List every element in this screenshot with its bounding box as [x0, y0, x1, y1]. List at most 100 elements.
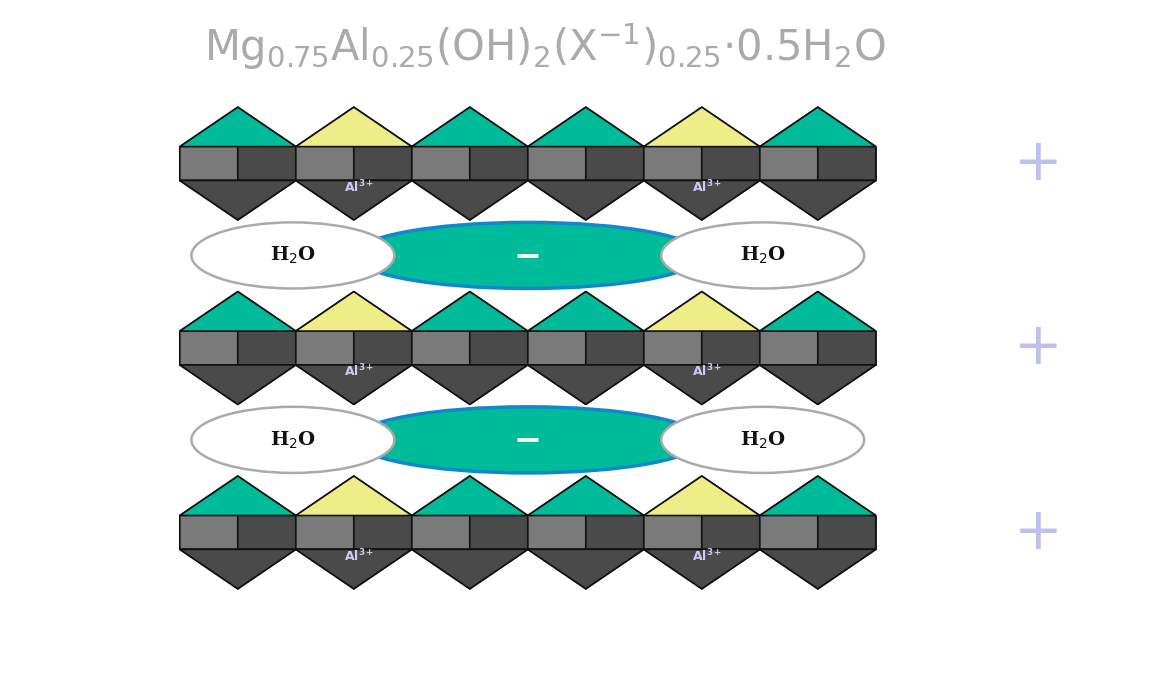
Polygon shape — [644, 107, 760, 147]
Polygon shape — [238, 292, 296, 365]
Polygon shape — [180, 516, 876, 549]
Polygon shape — [644, 107, 702, 180]
Polygon shape — [412, 476, 470, 549]
Polygon shape — [180, 549, 238, 589]
Polygon shape — [702, 107, 760, 180]
Polygon shape — [818, 549, 876, 589]
Polygon shape — [296, 292, 354, 365]
Polygon shape — [238, 107, 296, 180]
Ellipse shape — [661, 223, 864, 288]
Polygon shape — [470, 292, 528, 365]
Polygon shape — [586, 549, 644, 589]
Polygon shape — [586, 365, 644, 404]
Polygon shape — [354, 107, 412, 180]
Polygon shape — [180, 365, 296, 404]
Polygon shape — [238, 180, 296, 220]
Polygon shape — [354, 292, 412, 365]
Polygon shape — [644, 476, 702, 549]
Polygon shape — [180, 365, 238, 404]
Polygon shape — [644, 365, 760, 404]
Polygon shape — [296, 365, 354, 404]
Polygon shape — [180, 292, 296, 331]
Polygon shape — [180, 292, 238, 365]
Polygon shape — [296, 549, 354, 589]
Text: +: + — [1014, 504, 1063, 561]
Ellipse shape — [661, 406, 864, 473]
Polygon shape — [180, 180, 238, 220]
Polygon shape — [760, 107, 876, 147]
Polygon shape — [412, 365, 470, 404]
Polygon shape — [528, 292, 644, 331]
Text: H$_2$O: H$_2$O — [270, 245, 316, 266]
Text: H$_2$O: H$_2$O — [740, 245, 785, 266]
Polygon shape — [180, 180, 296, 220]
Polygon shape — [180, 549, 296, 589]
Polygon shape — [238, 476, 296, 549]
Polygon shape — [644, 549, 760, 589]
Polygon shape — [528, 292, 586, 365]
Polygon shape — [412, 549, 528, 589]
Polygon shape — [412, 549, 470, 589]
Text: +: + — [1014, 135, 1063, 192]
Polygon shape — [470, 180, 528, 220]
Polygon shape — [528, 107, 586, 180]
Polygon shape — [180, 147, 876, 180]
Polygon shape — [180, 476, 296, 516]
Polygon shape — [354, 549, 412, 589]
Text: $\mathregular{Al^{3+}}$: $\mathregular{Al^{3+}}$ — [345, 179, 375, 196]
Text: $\mathregular{Al^{3+}}$: $\mathregular{Al^{3+}}$ — [693, 548, 723, 564]
Polygon shape — [296, 180, 354, 220]
Polygon shape — [760, 292, 876, 331]
Text: −: − — [514, 239, 542, 272]
Text: $\mathregular{Al^{3+}}$: $\mathregular{Al^{3+}}$ — [693, 179, 723, 196]
Text: $\mathrm{Mg}_{0.75}\mathrm{Al}_{0.25}(\mathrm{OH})_2(\mathrm{X}^{-1})_{0.25}{\cd: $\mathrm{Mg}_{0.75}\mathrm{Al}_{0.25}(\m… — [204, 21, 886, 72]
Polygon shape — [180, 476, 238, 549]
Polygon shape — [412, 180, 528, 220]
Polygon shape — [586, 476, 644, 549]
Polygon shape — [760, 365, 876, 404]
Polygon shape — [354, 365, 412, 404]
Polygon shape — [354, 180, 412, 220]
Polygon shape — [818, 476, 876, 549]
Text: $\mathregular{Al^{3+}}$: $\mathregular{Al^{3+}}$ — [345, 363, 375, 380]
Polygon shape — [470, 107, 528, 180]
Polygon shape — [296, 107, 354, 180]
Polygon shape — [412, 107, 528, 147]
Polygon shape — [528, 549, 644, 589]
Polygon shape — [760, 292, 818, 365]
Polygon shape — [818, 180, 876, 220]
Polygon shape — [296, 365, 412, 404]
Polygon shape — [760, 476, 818, 549]
Polygon shape — [412, 180, 470, 220]
Polygon shape — [528, 365, 586, 404]
Polygon shape — [470, 476, 528, 549]
Polygon shape — [528, 549, 586, 589]
Polygon shape — [470, 549, 528, 589]
Polygon shape — [296, 476, 354, 549]
Polygon shape — [238, 549, 296, 589]
Polygon shape — [644, 292, 702, 365]
Polygon shape — [180, 331, 876, 365]
Ellipse shape — [354, 406, 702, 473]
Ellipse shape — [354, 223, 702, 288]
Polygon shape — [702, 476, 760, 549]
Polygon shape — [644, 476, 760, 516]
Text: H$_2$O: H$_2$O — [270, 429, 316, 450]
Polygon shape — [412, 107, 470, 180]
Polygon shape — [180, 107, 238, 180]
Polygon shape — [296, 549, 412, 589]
Polygon shape — [354, 476, 412, 549]
Text: $\mathregular{Al^{3+}}$: $\mathregular{Al^{3+}}$ — [693, 363, 723, 380]
Polygon shape — [528, 476, 586, 549]
Polygon shape — [180, 107, 296, 147]
Polygon shape — [760, 365, 818, 404]
Polygon shape — [238, 365, 296, 404]
Polygon shape — [412, 476, 528, 516]
Polygon shape — [760, 549, 818, 589]
Polygon shape — [412, 365, 528, 404]
Polygon shape — [644, 292, 760, 331]
Polygon shape — [818, 292, 876, 365]
Polygon shape — [586, 292, 644, 365]
Polygon shape — [528, 365, 644, 404]
Polygon shape — [296, 292, 412, 331]
